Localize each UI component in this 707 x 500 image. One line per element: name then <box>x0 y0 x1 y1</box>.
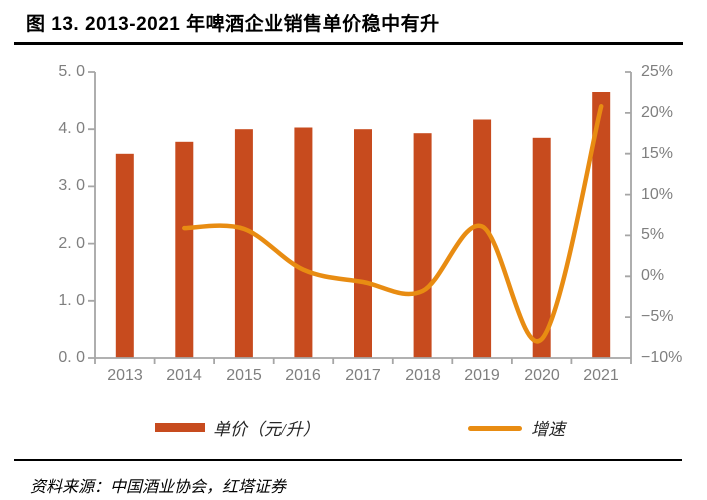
bar-2021 <box>592 92 611 358</box>
y-left-tick-label: 0. 0 <box>58 349 85 366</box>
legend-line-label: 增速 <box>531 420 565 439</box>
y-right-tick-label: 10% <box>641 186 674 203</box>
y-right-tick-label: 20% <box>641 104 674 121</box>
bar-2015 <box>234 129 253 358</box>
bar-2018 <box>413 133 432 358</box>
bar-2017 <box>354 129 372 358</box>
x-tick-label: 2013 <box>107 367 143 384</box>
y-right-tick-label: −10% <box>641 349 683 366</box>
title-divider <box>14 42 683 45</box>
x-tick-label: 2017 <box>345 367 381 384</box>
bar-2013 <box>115 153 134 358</box>
y-left-tick-label: 3. 0 <box>58 177 85 194</box>
y-right-tick-label: 5% <box>641 226 665 243</box>
y-left-tick-label: 2. 0 <box>58 235 85 252</box>
x-tick-label: 2020 <box>524 367 560 384</box>
footer-divider <box>14 459 682 461</box>
bar-2014 <box>175 141 194 358</box>
y-right-tick-label: −5% <box>641 308 674 325</box>
x-tick-label: 2016 <box>285 367 321 384</box>
y-left-tick-label: 5. 0 <box>58 63 85 80</box>
y-left-tick-label: 1. 0 <box>58 292 85 309</box>
bar-2016 <box>294 127 313 358</box>
legend-bar-swatch <box>155 423 205 432</box>
x-tick-label: 2014 <box>166 367 202 384</box>
x-tick-label: 2018 <box>405 367 441 384</box>
bar-2020 <box>532 137 551 358</box>
figure-title: 图 13. 2013-2021 年啤酒企业销售单价稳中有升 <box>26 14 440 35</box>
y-right-tick-label: 25% <box>641 63 674 80</box>
legend-bar-label: 单价（元/升） <box>213 420 320 439</box>
bar-2019 <box>473 119 492 358</box>
axes-frame <box>88 71 632 364</box>
x-tick-label: 2015 <box>226 367 262 384</box>
y-right-tick-label: 0% <box>641 267 665 284</box>
y-right-tick-label: 15% <box>641 145 674 162</box>
growth-line <box>182 104 604 344</box>
x-tick-label: 2019 <box>464 367 500 384</box>
x-tick-label: 2021 <box>583 367 619 384</box>
source-note: 资料来源：中国酒业协会，红塔证券 <box>30 479 287 496</box>
y-left-tick-label: 4. 0 <box>58 120 85 137</box>
legend-line-swatch <box>468 426 522 431</box>
